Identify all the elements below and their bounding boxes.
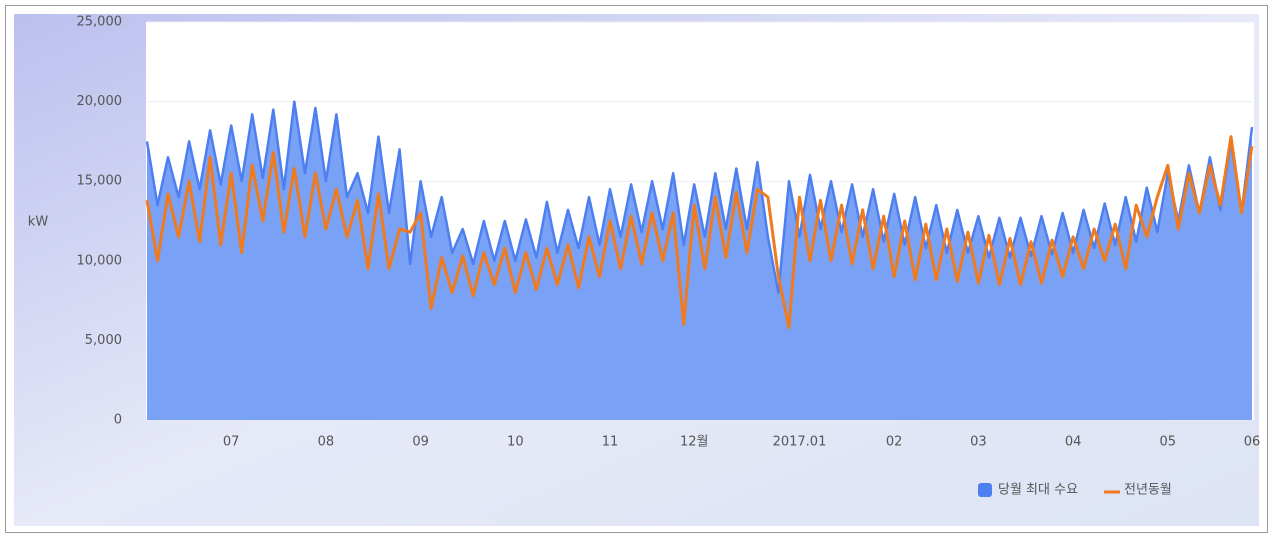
- x-tick-label: 07: [223, 435, 240, 450]
- x-tick-label: 02: [886, 435, 903, 450]
- area: [147, 101, 1252, 420]
- y-tick-label: 25,000: [77, 15, 123, 30]
- x-tick-label: 04: [1065, 435, 1082, 450]
- x-tick-label: 09: [412, 435, 429, 450]
- legend-label: 전년동월: [1124, 483, 1172, 498]
- y-tick-label: 15,000: [77, 174, 123, 189]
- x-tick-label: 03: [970, 435, 987, 450]
- legend-swatch: [978, 483, 992, 497]
- x-tick-label: 06: [1244, 435, 1261, 450]
- x-tick-label: 10: [507, 435, 524, 450]
- y-tick-label: 5,000: [85, 333, 122, 348]
- y-axis-label: kW: [28, 215, 49, 230]
- x-tick-label: 05: [1160, 435, 1177, 450]
- y-tick-label: 20,000: [77, 94, 123, 109]
- x-tick-label: 12월: [680, 435, 709, 450]
- legend-label: 당월 최대 수요: [998, 483, 1078, 498]
- area-line: [145, 100, 1254, 294]
- x-tick-label: 11: [602, 435, 619, 450]
- y-tick-label: 10,000: [77, 253, 123, 268]
- x-tick-label: 2017.01: [773, 435, 827, 450]
- line: [145, 135, 1254, 330]
- x-tick-label: 08: [318, 435, 335, 450]
- y-tick-label: 0: [114, 413, 122, 428]
